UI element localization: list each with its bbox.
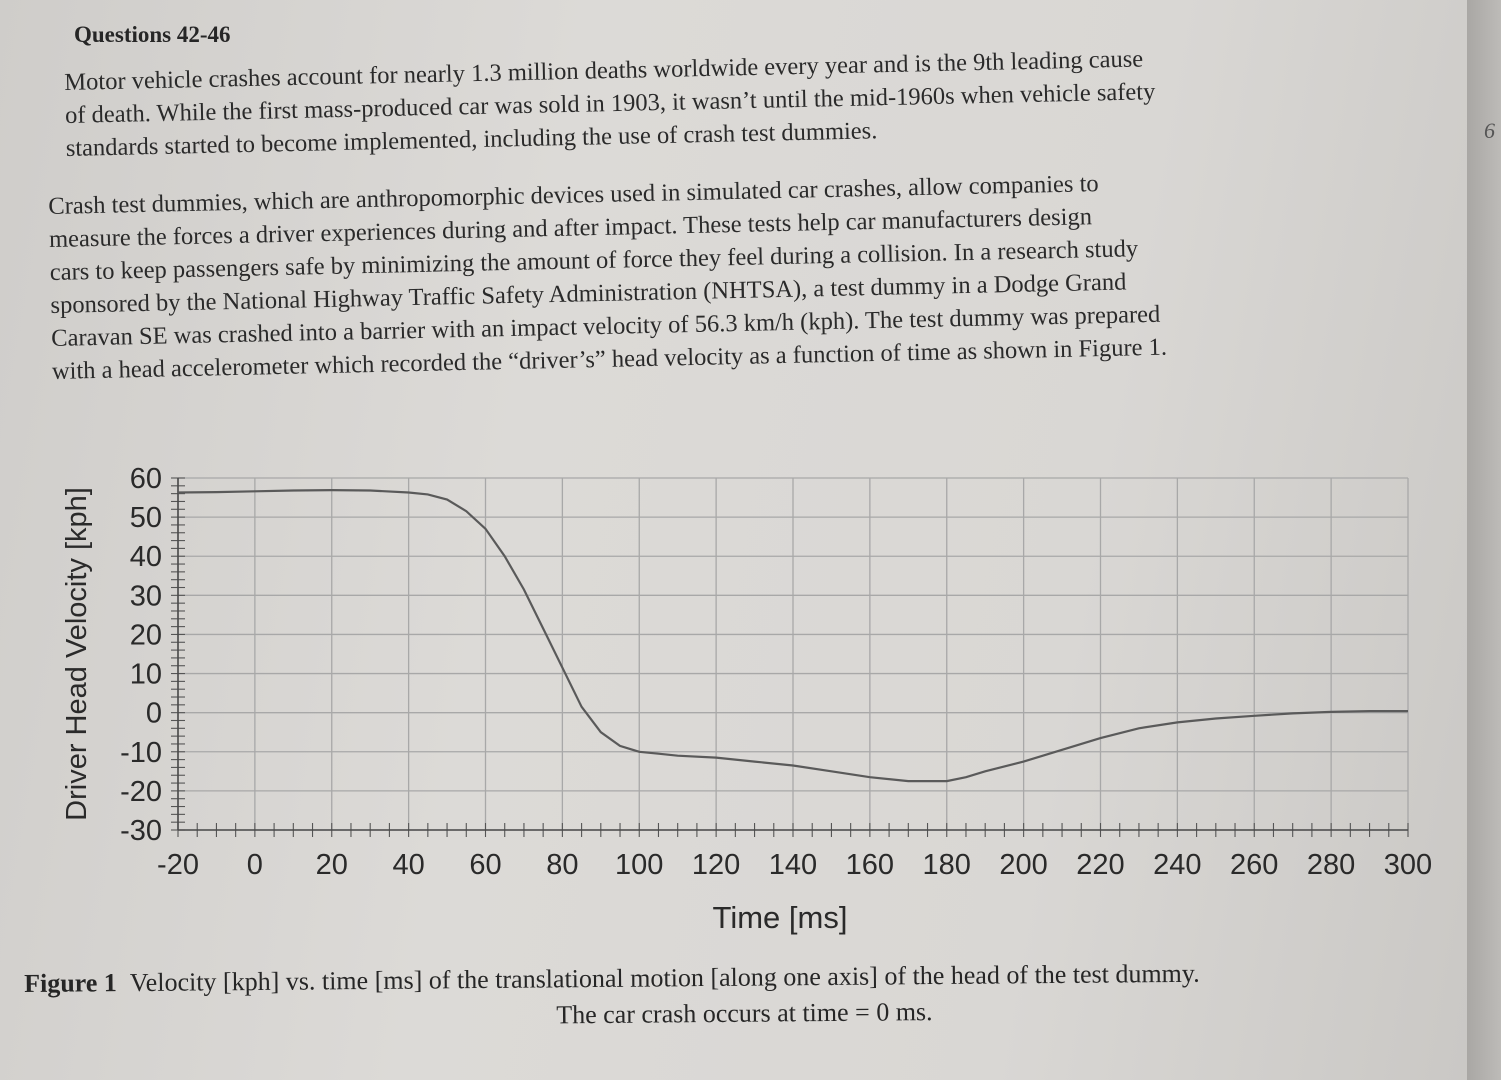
page-edge: 6 xyxy=(1467,0,1501,1080)
y-tick-label: 30 xyxy=(130,580,162,612)
edge-mark: 6 xyxy=(1484,118,1495,143)
y-tick-labels: 60 50 40 30 20 10 0 -10 -20 -30 xyxy=(120,463,162,847)
x-tick-label: 260 xyxy=(1230,849,1278,881)
x-tick-label: 220 xyxy=(1076,849,1124,881)
x-tick-label: 60 xyxy=(469,849,501,881)
x-tick-label: 300 xyxy=(1384,849,1432,881)
x-axis-label: Time [ms] xyxy=(713,900,848,935)
x-tick-label: 40 xyxy=(392,849,424,881)
x-tick-label: 80 xyxy=(546,849,578,881)
y-tick-label: -30 xyxy=(120,815,162,847)
y-tick-label: 20 xyxy=(130,619,162,651)
y-axis-label: Driver Head Velocity [kph] xyxy=(61,487,93,821)
caption-text: Velocity [kph] vs. time [ms] of the tran… xyxy=(129,958,1200,998)
minor-tick-marks xyxy=(171,477,1409,837)
y-tick-label: 10 xyxy=(130,659,162,691)
x-tick-label: -20 xyxy=(157,849,199,881)
figure-label: Figure 1 xyxy=(24,968,117,998)
y-tick-label: 50 xyxy=(130,502,162,534)
chart-axes xyxy=(177,478,1408,831)
x-tick-label: 120 xyxy=(692,849,740,881)
x-tick-label: 180 xyxy=(923,849,971,881)
question-heading: Questions 42-46 xyxy=(74,22,231,47)
x-tick-labels: -20 0 20 40 60 80 100 120 140 160 180 200 220 240 260 2… xyxy=(157,849,1432,881)
x-tick-label: 20 xyxy=(316,849,348,881)
x-tick-label: 100 xyxy=(615,849,663,881)
x-tick-label: 280 xyxy=(1307,849,1355,881)
x-tick-label: 240 xyxy=(1153,849,1201,881)
y-tick-label: 60 xyxy=(130,463,162,495)
y-tick-label: 0 xyxy=(146,698,162,730)
x-tick-label: 0 xyxy=(247,849,263,881)
x-tick-label: 140 xyxy=(769,849,817,881)
chart-grid xyxy=(177,477,1409,831)
x-tick-label: 160 xyxy=(846,849,894,881)
y-tick-label: 40 xyxy=(130,541,162,573)
x-tick-label: 200 xyxy=(999,849,1047,881)
velocity-series-line xyxy=(177,488,1408,783)
y-tick-label: -10 xyxy=(120,737,162,769)
y-tick-label: -20 xyxy=(120,776,162,808)
figure-caption: Figure 1 Velocity [kph] vs. time [ms] of… xyxy=(24,953,1465,1038)
